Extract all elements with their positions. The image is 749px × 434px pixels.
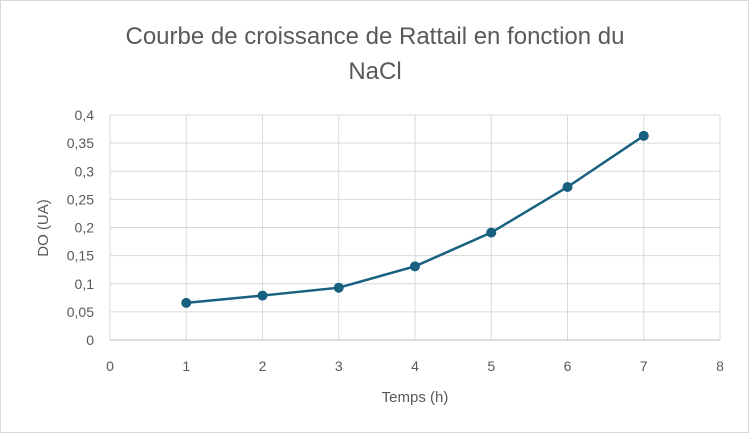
- x-tick-label: 2: [259, 358, 267, 374]
- y-tick-label: 0,25: [67, 191, 94, 207]
- data-point: [257, 290, 268, 301]
- data-point: [181, 297, 192, 308]
- data-point: [333, 282, 344, 293]
- x-tick-label: 8: [716, 358, 724, 374]
- x-tick-label: 5: [487, 358, 495, 374]
- y-tick-label: 0,05: [67, 304, 94, 320]
- x-tick-label: 7: [640, 358, 648, 374]
- x-tick-label: 6: [564, 358, 572, 374]
- x-tick-label: 3: [335, 358, 343, 374]
- chart-title-line-2: NaCl: [348, 58, 401, 85]
- x-tick-label: 1: [182, 358, 190, 374]
- x-tick-label: 0: [106, 358, 114, 374]
- y-axis-label: DO (UA): [35, 199, 52, 257]
- chart-title-line-1: Courbe de croissance de Rattail en fonct…: [126, 23, 625, 50]
- y-tick-label: 0,3: [75, 163, 95, 179]
- data-point: [486, 227, 497, 238]
- y-tick-label: 0,2: [75, 220, 95, 236]
- x-tick-label: 4: [411, 358, 419, 374]
- y-tick-label: 0,1: [75, 276, 95, 292]
- data-point: [562, 182, 573, 192]
- y-tick-label: 0,35: [67, 135, 94, 151]
- y-tick-label: 0,4: [75, 107, 95, 123]
- data-point: [410, 261, 420, 272]
- data-point: [638, 130, 649, 141]
- x-axis-label: Temps (h): [382, 389, 449, 406]
- y-tick-label: 0,15: [67, 248, 94, 264]
- y-tick-label: 0: [86, 332, 94, 348]
